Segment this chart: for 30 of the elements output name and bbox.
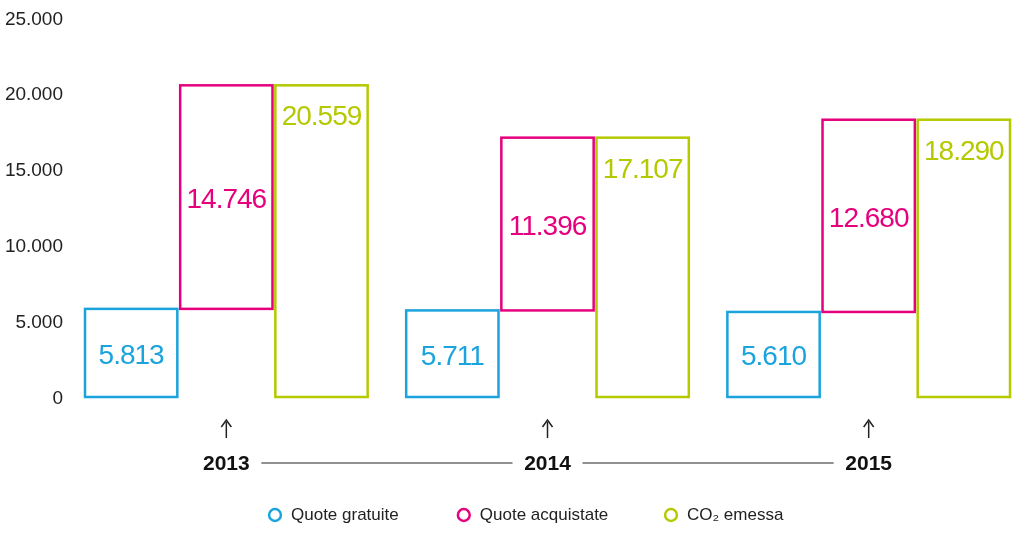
bar <box>274 84 369 399</box>
data-label: 12.680 <box>828 201 909 233</box>
legend-label: CO₂ emessa <box>687 505 784 524</box>
y-tick-label: 20.000 <box>4 83 63 105</box>
bar <box>595 136 691 399</box>
data-label: 17.107 <box>602 152 683 184</box>
data-label: 20.559 <box>281 100 362 132</box>
y-tick-label: 0 <box>52 386 63 408</box>
bar <box>500 136 595 312</box>
data-label: 5.610 <box>740 340 807 372</box>
y-tick-label: 5.000 <box>15 310 63 332</box>
legend-label: Quote gratuite <box>291 505 399 524</box>
data-label: 5.813 <box>98 338 165 370</box>
x-tick-label: 2013 <box>202 451 250 474</box>
bar <box>726 310 821 399</box>
x-tick-label: 2014 <box>524 451 572 474</box>
bar <box>178 84 274 311</box>
data-label: 5.711 <box>420 339 485 371</box>
x-tick-label: 2015 <box>845 451 893 474</box>
data-label: 11.396 <box>508 210 587 242</box>
bar <box>916 118 1012 399</box>
data-label: 14.746 <box>186 183 267 215</box>
y-tick-label: 25.000 <box>4 7 63 29</box>
y-tick-label: 10.000 <box>4 234 63 256</box>
bar <box>83 307 179 399</box>
legend-label: Quote acquistate <box>479 505 609 524</box>
bar <box>404 309 500 399</box>
data-label: 18.290 <box>924 134 1005 166</box>
bar <box>821 118 917 314</box>
y-tick-label: 15.000 <box>4 159 63 181</box>
